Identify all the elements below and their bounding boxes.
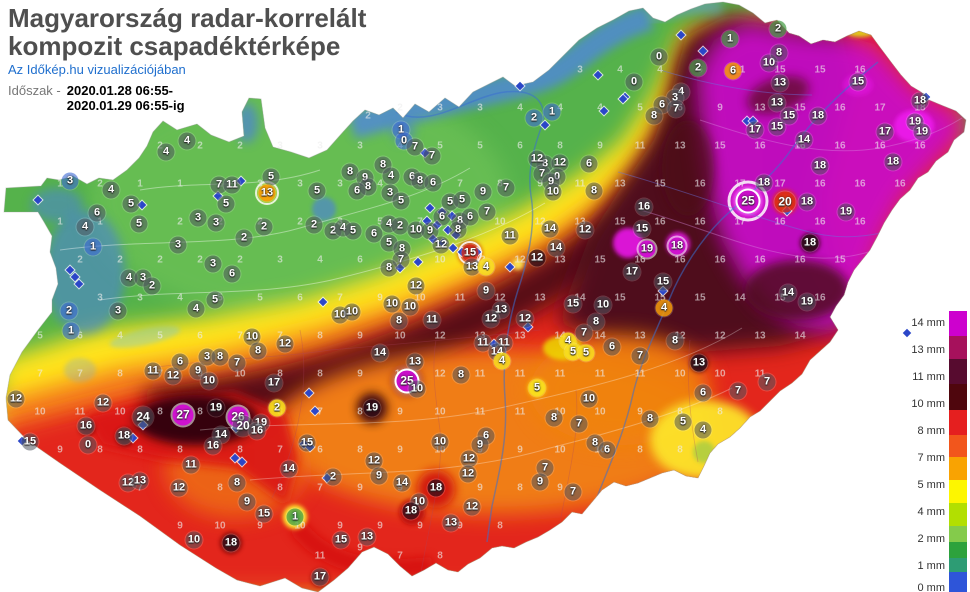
legend-label: 4 mm: [917, 506, 946, 518]
legend-color-block: [949, 384, 967, 410]
legend-label: 2 mm: [917, 533, 946, 545]
legend-color-block: [949, 526, 967, 542]
legend-color-block: [949, 336, 967, 359]
subtitle: Az Időkép.hu vizualizációjában: [8, 62, 186, 77]
legend-label: 1 mm: [917, 560, 946, 572]
hungary-outline: [3, 1, 967, 592]
legend-color-block: [949, 503, 967, 526]
legend-color-block: [949, 542, 967, 558]
legend-color-block: [949, 558, 967, 572]
period-label: Időszak -: [8, 83, 61, 98]
title-line-2: kompozit csapadéktérképe: [8, 31, 341, 61]
legend-label: 10 mm: [911, 398, 945, 410]
legend-label: 7 mm: [917, 452, 946, 464]
title-line-1: Magyarország radar-korrelált: [8, 3, 367, 33]
legend-label: 8 mm: [917, 425, 946, 437]
page-title: Magyarország radar-korrelált kompozit cs…: [8, 4, 366, 60]
legend-color-block: [949, 480, 967, 503]
map-header: Magyarország radar-korrelált kompozit cs…: [8, 4, 366, 113]
legend-label: 14 mm: [911, 317, 945, 329]
legend-label: 5 mm: [917, 479, 946, 491]
legend-color-block: [949, 359, 967, 384]
period-start: 2020.01.28 06:55-: [66, 83, 174, 98]
precipitation-legend: 14 mm 13 mm 11 mm 10 mm 8 mm 7 mm 5 mm 4 mm 2 mm…: [903, 311, 969, 592]
legend-color-block: [949, 572, 967, 592]
legend-label: 0 mm: [917, 582, 946, 592]
legend-color-block: [949, 410, 967, 435]
period-end: 2020.01.29 06:55-ig: [66, 98, 185, 113]
legend-color-block: [949, 435, 967, 457]
legend-color-block: [949, 457, 967, 480]
period-block: Időszak - 2020.01.28 06:55- 2020.01.29 0…: [8, 83, 366, 113]
legend-color-block: [949, 311, 967, 336]
period-dates: 2020.01.28 06:55- 2020.01.29 06:55-ig: [67, 83, 185, 113]
legend-label: 13 mm: [911, 344, 945, 356]
legend-label: 11 mm: [912, 371, 945, 383]
